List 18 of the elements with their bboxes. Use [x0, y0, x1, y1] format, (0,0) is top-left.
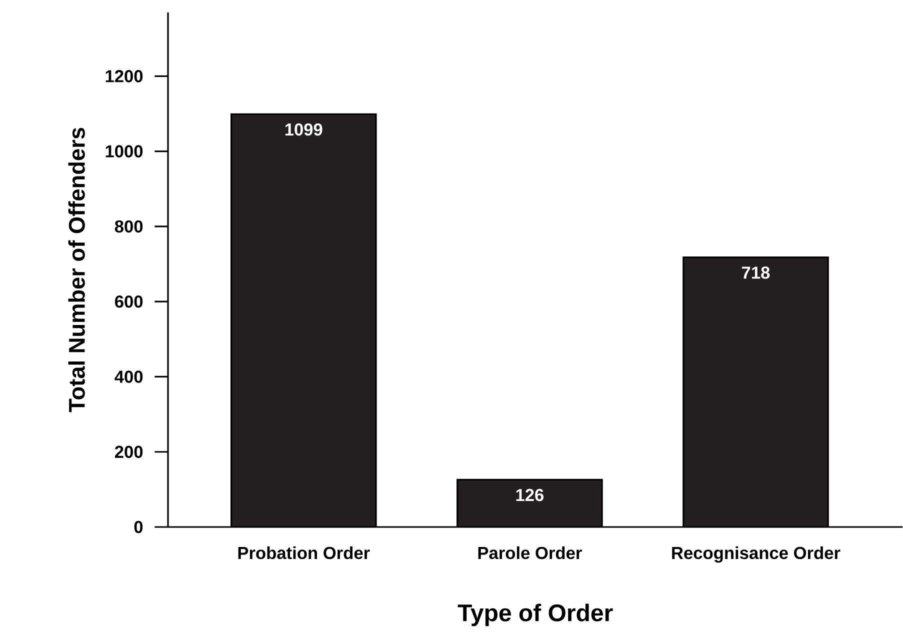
y-tick-label: 1000 — [106, 145, 143, 158]
y-tick-label: 0 — [134, 520, 143, 534]
data-label: 1099 — [285, 123, 322, 136]
x-axis-title: Type of Order — [458, 604, 613, 626]
y-tick-label: 800 — [114, 220, 143, 233]
x-tick-label: Probation Order — [238, 546, 370, 560]
bar — [457, 480, 602, 527]
data-label: 126 — [516, 488, 544, 502]
y-tick-label: 1200 — [106, 70, 143, 82]
bar — [682, 256, 829, 527]
y-tick-label: 400 — [114, 370, 143, 383]
y-tick-label: 200 — [114, 446, 143, 458]
y-tick-label: 600 — [114, 295, 143, 308]
x-tick-label: Recognisance Order — [672, 546, 840, 563]
data-label: 718 — [742, 266, 770, 279]
bar — [231, 114, 376, 527]
x-tick-label: Parole Order — [478, 546, 582, 560]
y-axis-title: Total Number of Offenders — [68, 128, 85, 412]
